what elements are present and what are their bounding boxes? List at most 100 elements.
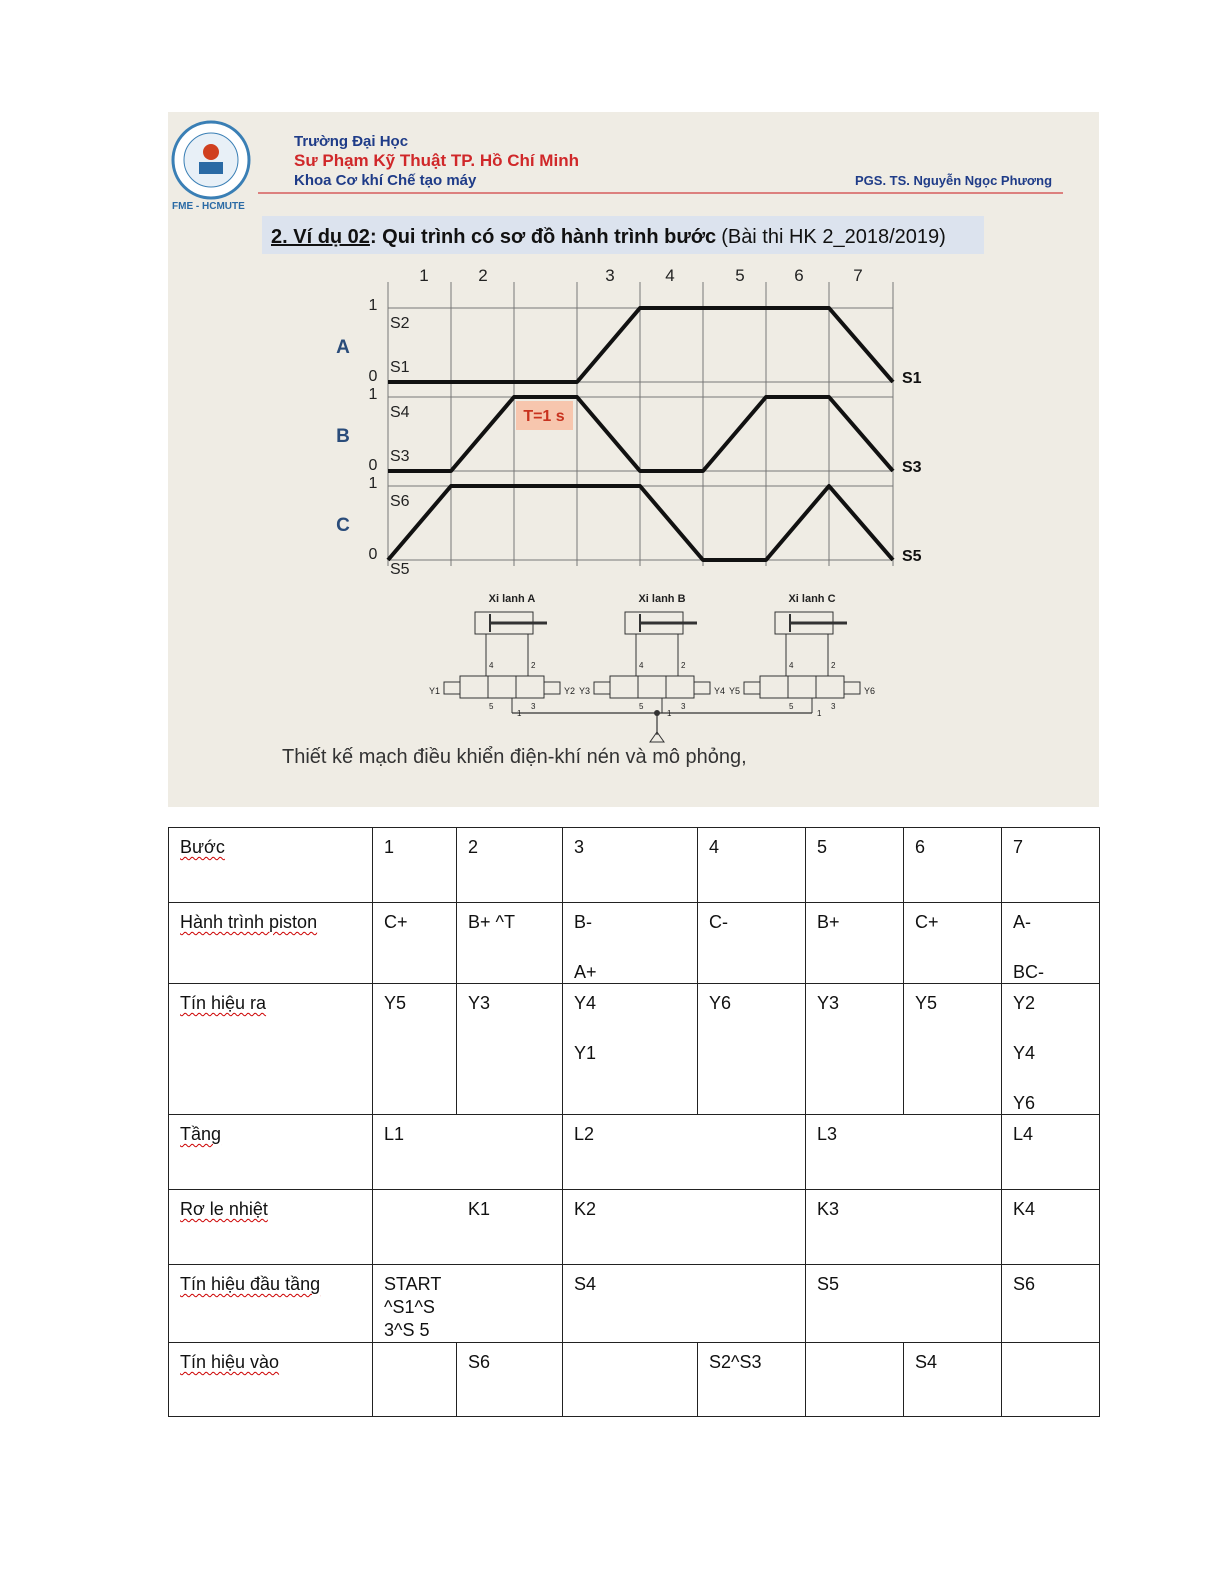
- cylinder-name: B: [336, 426, 350, 447]
- port-label: 2: [531, 661, 536, 670]
- heading: 2. Ví dụ 02: Qui trình có sơ đồ hành trì…: [271, 226, 946, 248]
- row-header: Tín hiệu vào: [180, 1352, 280, 1372]
- coil: [443, 681, 461, 695]
- cell: Y3: [456, 983, 563, 1115]
- step-number: 1: [419, 266, 428, 285]
- cell: L1: [372, 1114, 563, 1190]
- logo: [171, 120, 251, 200]
- cell: S5: [805, 1264, 1002, 1343]
- caption: Thiết kế mạch điều khiển điện-khí nén và…: [282, 746, 747, 768]
- row-header: Tầng: [180, 1124, 222, 1144]
- row-header: Tín hiệu ra: [180, 993, 267, 1013]
- step-number: 3: [605, 266, 614, 285]
- cell: [1001, 1342, 1100, 1417]
- cell: Tín hiệu ra: [168, 983, 373, 1115]
- slide: FME - HCMUTE Trường Đại Học Sư Phạm Kỹ T…: [168, 112, 1099, 807]
- port-label: 1: [667, 709, 672, 718]
- level-label: 1: [369, 475, 378, 492]
- cell: [372, 1342, 457, 1417]
- cell-line: A+: [574, 962, 597, 982]
- port-label: 2: [831, 661, 836, 670]
- cell: Y3: [805, 983, 904, 1115]
- cell: 1: [372, 827, 457, 903]
- heading-text: : Qui trình có sơ đồ hành trình bước: [370, 226, 716, 248]
- step-number: 6: [794, 266, 803, 285]
- cell: S4: [903, 1342, 1002, 1417]
- coil: [843, 681, 861, 695]
- table-row: Tín hiệu vào S6 S2^S3 S4: [168, 1342, 1100, 1417]
- cell-line: Y1: [574, 1043, 597, 1063]
- cell: Tín hiệu vào: [168, 1342, 373, 1417]
- cell: K2: [562, 1189, 806, 1265]
- sensor-label: S3: [390, 448, 410, 465]
- cell-line: BC-: [1013, 962, 1044, 982]
- cell: S4: [562, 1264, 806, 1343]
- cell: Y4 Y1: [562, 983, 698, 1115]
- university-line: Trường Đại Học: [294, 133, 408, 150]
- step-number: 4: [665, 266, 674, 285]
- step-number: 7: [853, 266, 862, 285]
- cylinder-name: A: [336, 337, 350, 358]
- cell: L4: [1001, 1114, 1100, 1190]
- cell: S6: [1001, 1264, 1100, 1343]
- cell: L2: [562, 1114, 806, 1190]
- cell: C-: [697, 902, 806, 984]
- cell: Y6: [697, 983, 806, 1115]
- cylinder-label: Xi lanh B: [638, 593, 685, 605]
- table-row: Rơ le nhiệt K1 K2 K3 K4: [168, 1189, 1100, 1265]
- cell: S6: [456, 1342, 563, 1417]
- row-header: Hành trình piston: [180, 912, 318, 932]
- cell: 6: [903, 827, 1002, 903]
- level-label: 0: [369, 457, 378, 474]
- coil: [593, 681, 611, 695]
- step-number: 2: [478, 266, 487, 285]
- cell: Y2 Y4 Y6: [1001, 983, 1100, 1115]
- cell: 7: [1001, 827, 1100, 903]
- table-row: Hành trình piston C+ B+ ^T B- A+ C- B+ C+…: [168, 902, 1100, 984]
- coil: [543, 681, 561, 695]
- cylinder-name: C: [336, 515, 350, 536]
- logo-text: FME - HCMUTE: [172, 201, 245, 212]
- cell: 3: [562, 827, 698, 903]
- cell: 4: [697, 827, 806, 903]
- cylinder-label: Xi lanh A: [489, 593, 536, 605]
- port-label: 5: [489, 702, 494, 711]
- port-label: 4: [789, 661, 794, 670]
- port-label: 3: [531, 702, 536, 711]
- port-label: 5: [639, 702, 644, 711]
- sensor-label: S5: [390, 561, 410, 578]
- cell: Tín hiệu đầu tầng: [168, 1264, 373, 1343]
- cell-line: Y4: [1013, 1043, 1036, 1063]
- heading-note: (Bài thi HK 2_2018/2019): [721, 226, 946, 248]
- table-row: Tín hiệu ra Y5 Y3 Y4 Y1 Y6 Y3 Y5 Y2 Y4 Y6: [168, 983, 1100, 1115]
- cell: B+ ^T: [456, 902, 563, 984]
- cell: Hành trình piston: [168, 902, 373, 984]
- cylinder-label: Xi lanh C: [788, 593, 835, 605]
- level-label: 1: [369, 386, 378, 403]
- cell: K4: [1001, 1189, 1100, 1265]
- level-label: 0: [369, 546, 378, 563]
- cell: A- BC-: [1001, 902, 1100, 984]
- university-line: Khoa Cơ khí Chế tạo máy: [294, 172, 477, 189]
- cell-text: START ^S1^S 3^S 5: [384, 1274, 442, 1340]
- level-label: 0: [369, 368, 378, 385]
- cell: Y5: [903, 983, 1002, 1115]
- cell-line: B-: [574, 912, 592, 932]
- cell: Rơ le nhiệt: [168, 1189, 373, 1265]
- cell-line: A-: [1013, 912, 1031, 932]
- cell: B- A+: [562, 902, 698, 984]
- timer-label: T=1 s: [523, 408, 564, 425]
- coil-label: Y5: [729, 686, 740, 696]
- port-label: 3: [681, 702, 686, 711]
- motion-c: [386, 484, 895, 562]
- cell: C+: [903, 902, 1002, 984]
- sensor-label: S2: [390, 315, 410, 332]
- row-header: Bước: [180, 837, 225, 857]
- coil-label: Y3: [579, 686, 590, 696]
- heading-band: [262, 216, 984, 254]
- coil: [693, 681, 711, 695]
- coil-label: Y6: [864, 686, 875, 696]
- cell: [805, 1342, 904, 1417]
- cell: Y5: [372, 983, 457, 1115]
